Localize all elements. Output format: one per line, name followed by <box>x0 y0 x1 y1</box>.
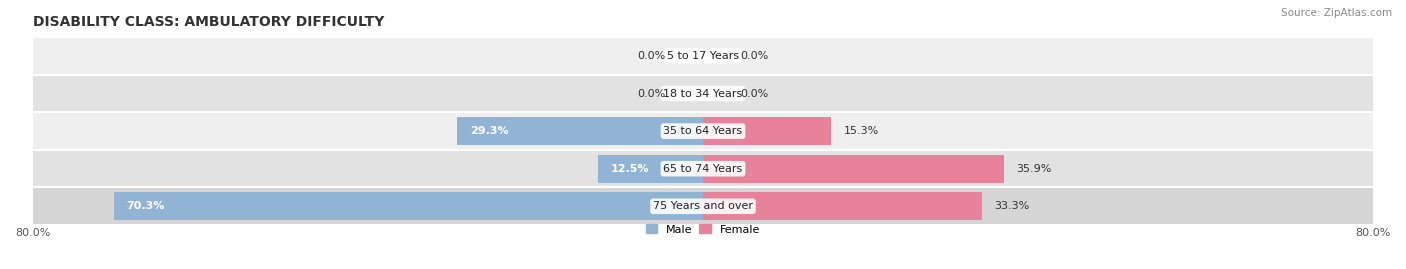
Bar <box>703 192 981 220</box>
Text: 0.0%: 0.0% <box>637 89 665 98</box>
Text: 5 to 17 Years: 5 to 17 Years <box>666 51 740 61</box>
Text: Source: ZipAtlas.com: Source: ZipAtlas.com <box>1281 8 1392 18</box>
Text: 35 to 64 Years: 35 to 64 Years <box>664 126 742 136</box>
Bar <box>32 75 1374 112</box>
Text: 35.9%: 35.9% <box>1017 164 1052 174</box>
Bar <box>32 37 1374 75</box>
Text: 33.3%: 33.3% <box>994 201 1029 211</box>
Bar <box>32 187 1374 225</box>
Text: 70.3%: 70.3% <box>127 201 165 211</box>
Text: 65 to 74 Years: 65 to 74 Years <box>664 164 742 174</box>
Bar <box>703 155 1004 183</box>
Text: 0.0%: 0.0% <box>637 51 665 61</box>
Text: 0.0%: 0.0% <box>741 51 769 61</box>
Legend: Male, Female: Male, Female <box>647 224 759 235</box>
Bar <box>32 112 1374 150</box>
Text: 75 Years and over: 75 Years and over <box>652 201 754 211</box>
Text: DISABILITY CLASS: AMBULATORY DIFFICULTY: DISABILITY CLASS: AMBULATORY DIFFICULTY <box>32 15 384 29</box>
Text: 0.0%: 0.0% <box>741 89 769 98</box>
Bar <box>114 192 703 220</box>
Bar <box>703 117 831 145</box>
Text: 18 to 34 Years: 18 to 34 Years <box>664 89 742 98</box>
Bar <box>32 150 1374 187</box>
Text: 15.3%: 15.3% <box>844 126 879 136</box>
Bar <box>599 155 703 183</box>
Text: 29.3%: 29.3% <box>470 126 509 136</box>
Bar <box>457 117 703 145</box>
Text: 12.5%: 12.5% <box>610 164 650 174</box>
